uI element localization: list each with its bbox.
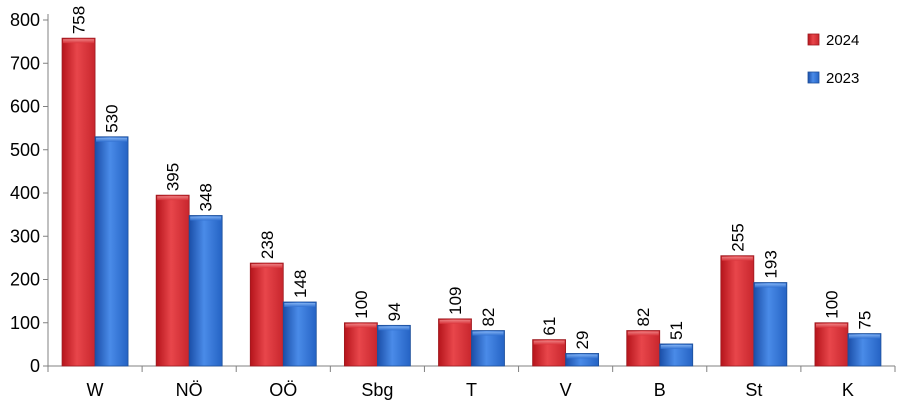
y-tick-label: 300 <box>10 226 40 246</box>
legend: 2024 2023 <box>807 32 859 87</box>
y-tick-label: 0 <box>30 356 40 376</box>
bar-2023-NÖ <box>188 215 223 367</box>
x-tick-label: V <box>560 380 572 400</box>
data-label-2024-K: 100 <box>822 290 841 318</box>
data-label-2024-St: 255 <box>728 223 747 251</box>
bar-top-highlight <box>721 256 753 261</box>
x-tick-label: Sbg <box>361 380 393 400</box>
x-axis: W NÖ OÖ Sbg T V B St K <box>47 365 896 400</box>
data-label-2023-St: 193 <box>761 250 780 278</box>
legend-swatch-2023 <box>807 71 820 84</box>
data-label-2024-NÖ: 395 <box>164 163 183 191</box>
data-label-2024-V: 61 <box>540 317 559 336</box>
data-label-2023-V: 29 <box>573 331 592 350</box>
data-label-2024-B: 82 <box>634 308 653 327</box>
bar-2023-St <box>753 282 788 367</box>
data-label-2023-T: 82 <box>479 308 498 327</box>
bar-2023-T <box>471 330 505 367</box>
bars <box>61 37 882 367</box>
bar-top-highlight <box>848 334 880 339</box>
bar-2023-B <box>659 343 694 367</box>
bar-top-highlight <box>566 354 598 359</box>
legend-label-2024: 2024 <box>826 32 859 49</box>
bar-2024-B <box>626 330 661 367</box>
y-tick-label: 100 <box>10 313 40 333</box>
y-tick-label: 500 <box>10 140 40 160</box>
y-axis: 0 100 200 300 400 500 600 700 800 <box>10 10 49 376</box>
data-label-2024-T: 109 <box>446 286 465 314</box>
bar-2024-Sbg <box>343 322 378 367</box>
y-tick-label: 800 <box>10 10 40 30</box>
bar-top-highlight <box>345 323 377 328</box>
data-label-2023-Sbg: 94 <box>385 302 404 321</box>
x-tick-label: St <box>745 380 762 400</box>
bar-top-highlight <box>754 283 786 288</box>
bar-top-highlight <box>157 196 189 201</box>
bar-2024-W <box>61 37 96 367</box>
legend-swatch-2024 <box>807 33 820 46</box>
bar-2023-W <box>94 136 129 367</box>
data-label-2023-OÖ: 148 <box>291 270 310 298</box>
bar-top-highlight <box>63 39 95 44</box>
bar-top-highlight <box>378 326 410 331</box>
data-label-2024-OÖ: 238 <box>258 231 277 259</box>
bar-2023-K <box>847 333 882 367</box>
bar-top-highlight <box>284 302 316 307</box>
x-tick-label: T <box>466 380 477 400</box>
bar-top-highlight <box>439 319 471 324</box>
bar-2023-Sbg <box>376 324 411 367</box>
y-tick-label: 400 <box>10 183 40 203</box>
data-label-2023-W: 530 <box>103 104 122 132</box>
bar-2024-St <box>720 255 755 367</box>
bar-2024-T <box>438 318 472 367</box>
bar-2023-OÖ <box>282 301 317 367</box>
x-tick-label: B <box>654 380 666 400</box>
data-label-2024-Sbg: 100 <box>352 290 371 318</box>
data-label-2023-K: 75 <box>855 311 874 330</box>
x-tick-label: K <box>842 380 854 400</box>
y-tick-label: 200 <box>10 270 40 290</box>
bar-top-highlight <box>251 264 283 269</box>
bar-2024-OÖ <box>249 262 284 367</box>
bar-top-highlight <box>815 323 847 328</box>
bar-top-highlight <box>96 137 128 142</box>
bar-top-highlight <box>627 331 659 336</box>
y-tick-label: 700 <box>10 53 40 73</box>
bar-top-highlight <box>190 216 222 221</box>
bar-top-highlight <box>472 331 504 336</box>
bar-2024-K <box>814 322 849 367</box>
legend-label-2023: 2023 <box>826 70 859 87</box>
bar-top-highlight <box>660 344 692 349</box>
x-tick-label: NÖ <box>176 380 203 400</box>
data-label-2023-B: 51 <box>667 321 686 340</box>
y-tick-label: 600 <box>10 97 40 117</box>
bar-2024-NÖ <box>155 194 190 367</box>
data-label-2023-NÖ: 348 <box>197 183 216 211</box>
x-tick-label: OÖ <box>269 380 297 400</box>
bar-top-highlight <box>533 340 565 345</box>
data-labels: 758 530 395 348 238 148 100 94 109 82 61 29 82 51 255 1… <box>70 6 875 350</box>
x-tick-label: W <box>87 380 104 400</box>
data-label-2024-W: 758 <box>70 6 89 34</box>
